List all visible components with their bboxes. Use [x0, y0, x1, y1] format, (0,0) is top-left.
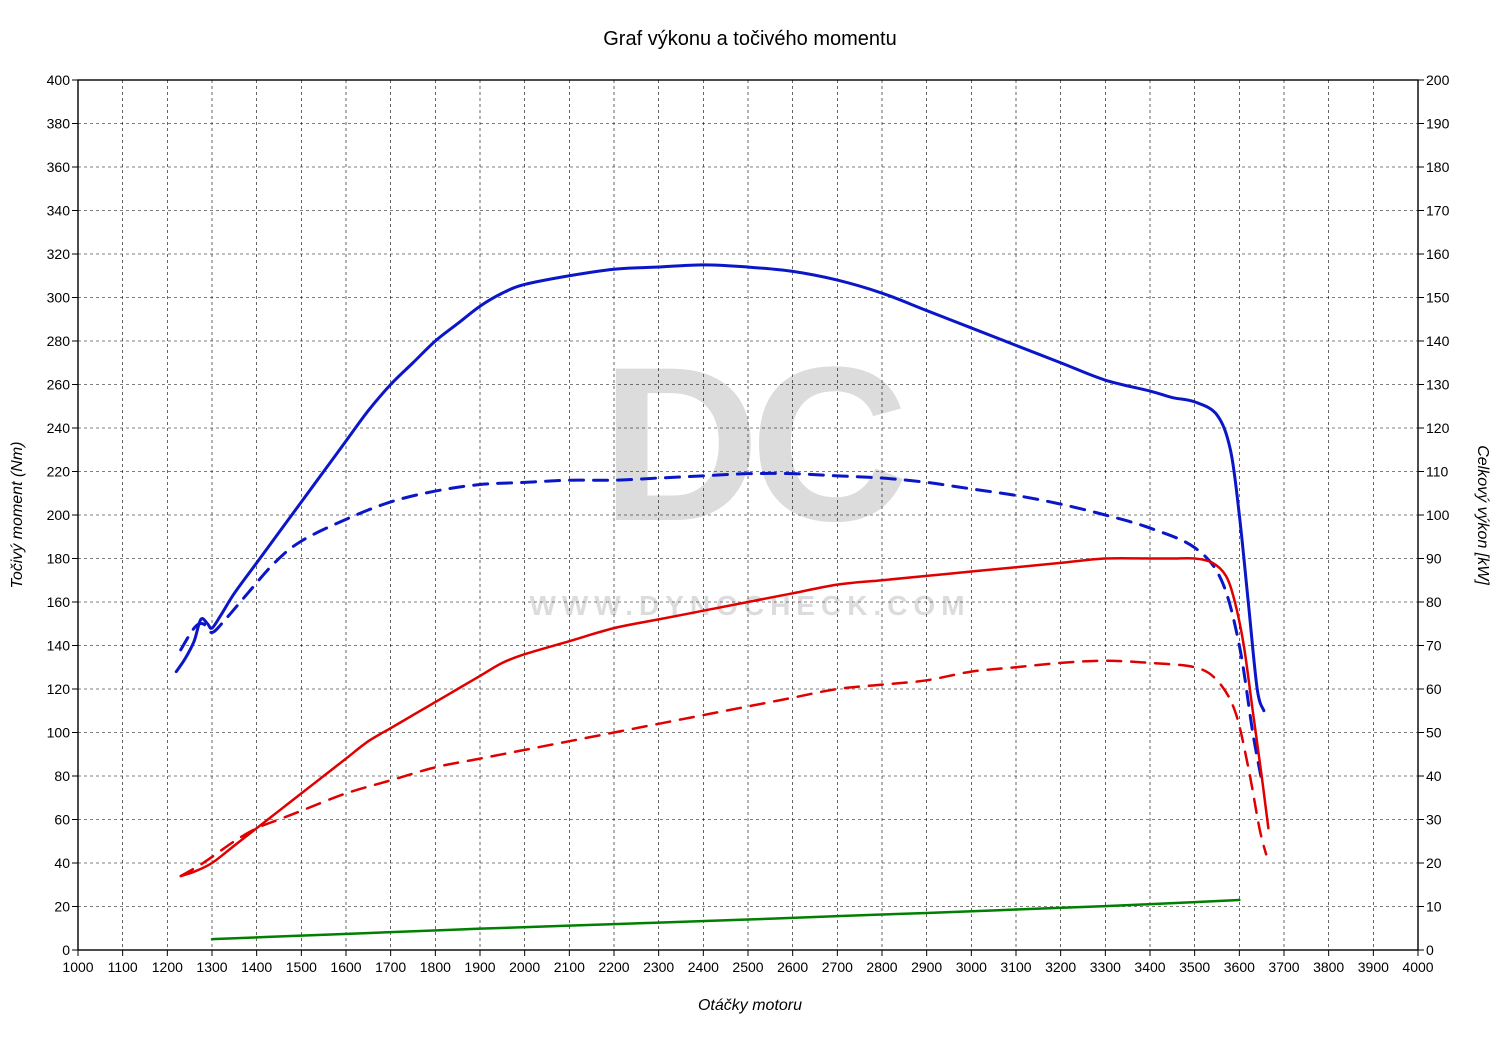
- y-left-tick-label: 300: [47, 290, 71, 306]
- y-left-tick-label: 340: [47, 203, 71, 219]
- x-tick-label: 3800: [1313, 959, 1344, 975]
- x-tick-label: 1300: [196, 959, 227, 975]
- x-tick-label: 1000: [62, 959, 93, 975]
- grid-vertical: [78, 80, 1418, 956]
- y-right-axis-ticks: 0 10 20 30 40 50 60 70 80 90 100 110 120 130 140 150 160…: [1418, 72, 1450, 958]
- y-left-tick-label: 180: [47, 551, 71, 567]
- y-left-tick-label: 80: [54, 768, 70, 784]
- y-right-tick-label: 40: [1426, 768, 1442, 784]
- y-right-tick-label: 80: [1426, 594, 1442, 610]
- x-tick-label: 3300: [1090, 959, 1121, 975]
- y-right-tick-label: 90: [1426, 551, 1442, 567]
- x-tick-label: 2800: [866, 959, 897, 975]
- y-right-tick-label: 150: [1426, 290, 1450, 306]
- x-tick-label: 3200: [1045, 959, 1076, 975]
- x-tick-label: 1700: [375, 959, 406, 975]
- y-right-tick-label: 170: [1426, 203, 1450, 219]
- x-tick-label: 1500: [286, 959, 317, 975]
- y-left-tick-label: 320: [47, 246, 71, 262]
- y-left-tick-label: 100: [47, 725, 71, 741]
- y-left-tick-label: 240: [47, 420, 71, 436]
- dyno-chart: DC WWW.DYNOCHECK.COM Graf výkonu a točiv…: [0, 0, 1500, 1041]
- y-right-tick-label: 120: [1426, 420, 1450, 436]
- y-right-tick-label: 160: [1426, 246, 1450, 262]
- y-right-axis-label: Celkový výkon [kW]: [1474, 445, 1491, 585]
- x-axis-label: Otáčky motoru: [698, 997, 802, 1014]
- x-tick-label: 2500: [732, 959, 763, 975]
- y-right-tick-label: 20: [1426, 855, 1442, 871]
- y-left-tick-label: 20: [54, 899, 70, 915]
- x-tick-label: 2700: [822, 959, 853, 975]
- y-right-tick-label: 180: [1426, 159, 1450, 175]
- x-tick-label: 1800: [420, 959, 451, 975]
- x-tick-label: 4000: [1402, 959, 1433, 975]
- watermark: DC WWW.DYNOCHECK.COM: [529, 321, 970, 621]
- y-left-tick-label: 0: [62, 942, 70, 958]
- x-tick-label: 3700: [1268, 959, 1299, 975]
- y-right-tick-label: 110: [1426, 464, 1449, 480]
- y-right-tick-label: 60: [1426, 681, 1442, 697]
- y-left-tick-label: 60: [54, 812, 70, 828]
- chart-title: Graf výkonu a točivého momentu: [603, 28, 896, 50]
- x-tick-label: 3600: [1224, 959, 1255, 975]
- x-tick-label: 3900: [1358, 959, 1389, 975]
- y-left-tick-label: 120: [47, 681, 71, 697]
- x-axis-ticks: 1000 1100 1200 1300 1400 1500 1600 1700 1800 1900…: [62, 959, 1433, 975]
- y-left-tick-label: 400: [47, 72, 71, 88]
- x-tick-label: 2100: [554, 959, 585, 975]
- y-left-tick-label: 220: [47, 464, 71, 480]
- x-tick-label: 3400: [1134, 959, 1165, 975]
- y-left-tick-label: 380: [47, 116, 71, 132]
- y-right-tick-label: 0: [1426, 942, 1434, 958]
- y-right-tick-label: 30: [1426, 812, 1442, 828]
- watermark-big-text: DC: [601, 321, 903, 567]
- y-right-tick-label: 140: [1426, 333, 1450, 349]
- x-tick-label: 1600: [330, 959, 361, 975]
- grid-horizontal: [72, 80, 1418, 950]
- x-tick-label: 1900: [464, 959, 495, 975]
- y-right-tick-label: 130: [1426, 377, 1450, 393]
- y-left-tick-label: 260: [47, 377, 71, 393]
- y-right-tick-label: 200: [1426, 72, 1450, 88]
- y-left-tick-label: 40: [54, 855, 70, 871]
- y-left-tick-label: 140: [47, 638, 71, 654]
- series-power_stock: [181, 661, 1266, 876]
- y-left-axis-label: Točivý moment (Nm): [9, 442, 26, 589]
- y-right-tick-label: 70: [1426, 638, 1442, 654]
- x-tick-label: 2200: [598, 959, 629, 975]
- x-tick-label: 2600: [777, 959, 808, 975]
- y-right-tick-label: 50: [1426, 725, 1442, 741]
- x-tick-label: 3100: [1000, 959, 1031, 975]
- y-left-tick-label: 280: [47, 333, 71, 349]
- x-tick-label: 3500: [1179, 959, 1210, 975]
- y-left-tick-label: 160: [47, 594, 71, 610]
- series-drag_power: [212, 900, 1239, 939]
- x-tick-label: 1200: [152, 959, 183, 975]
- x-tick-label: 3000: [956, 959, 987, 975]
- y-left-tick-label: 200: [47, 507, 71, 523]
- y-right-tick-label: 190: [1426, 116, 1450, 132]
- x-tick-label: 1100: [108, 959, 138, 975]
- y-left-axis-ticks: 0 20 40 60 80 100 120 140 160 180 200 220 240 260 280 3…: [47, 72, 71, 958]
- x-tick-label: 2400: [688, 959, 719, 975]
- y-left-tick-label: 360: [47, 159, 71, 175]
- x-tick-label: 1400: [241, 959, 272, 975]
- y-right-tick-label: 10: [1426, 899, 1442, 915]
- x-tick-label: 2300: [643, 959, 674, 975]
- x-tick-label: 2900: [911, 959, 942, 975]
- watermark-small-text: WWW.DYNOCHECK.COM: [529, 590, 970, 621]
- y-right-tick-label: 100: [1426, 507, 1450, 523]
- x-tick-label: 2000: [509, 959, 540, 975]
